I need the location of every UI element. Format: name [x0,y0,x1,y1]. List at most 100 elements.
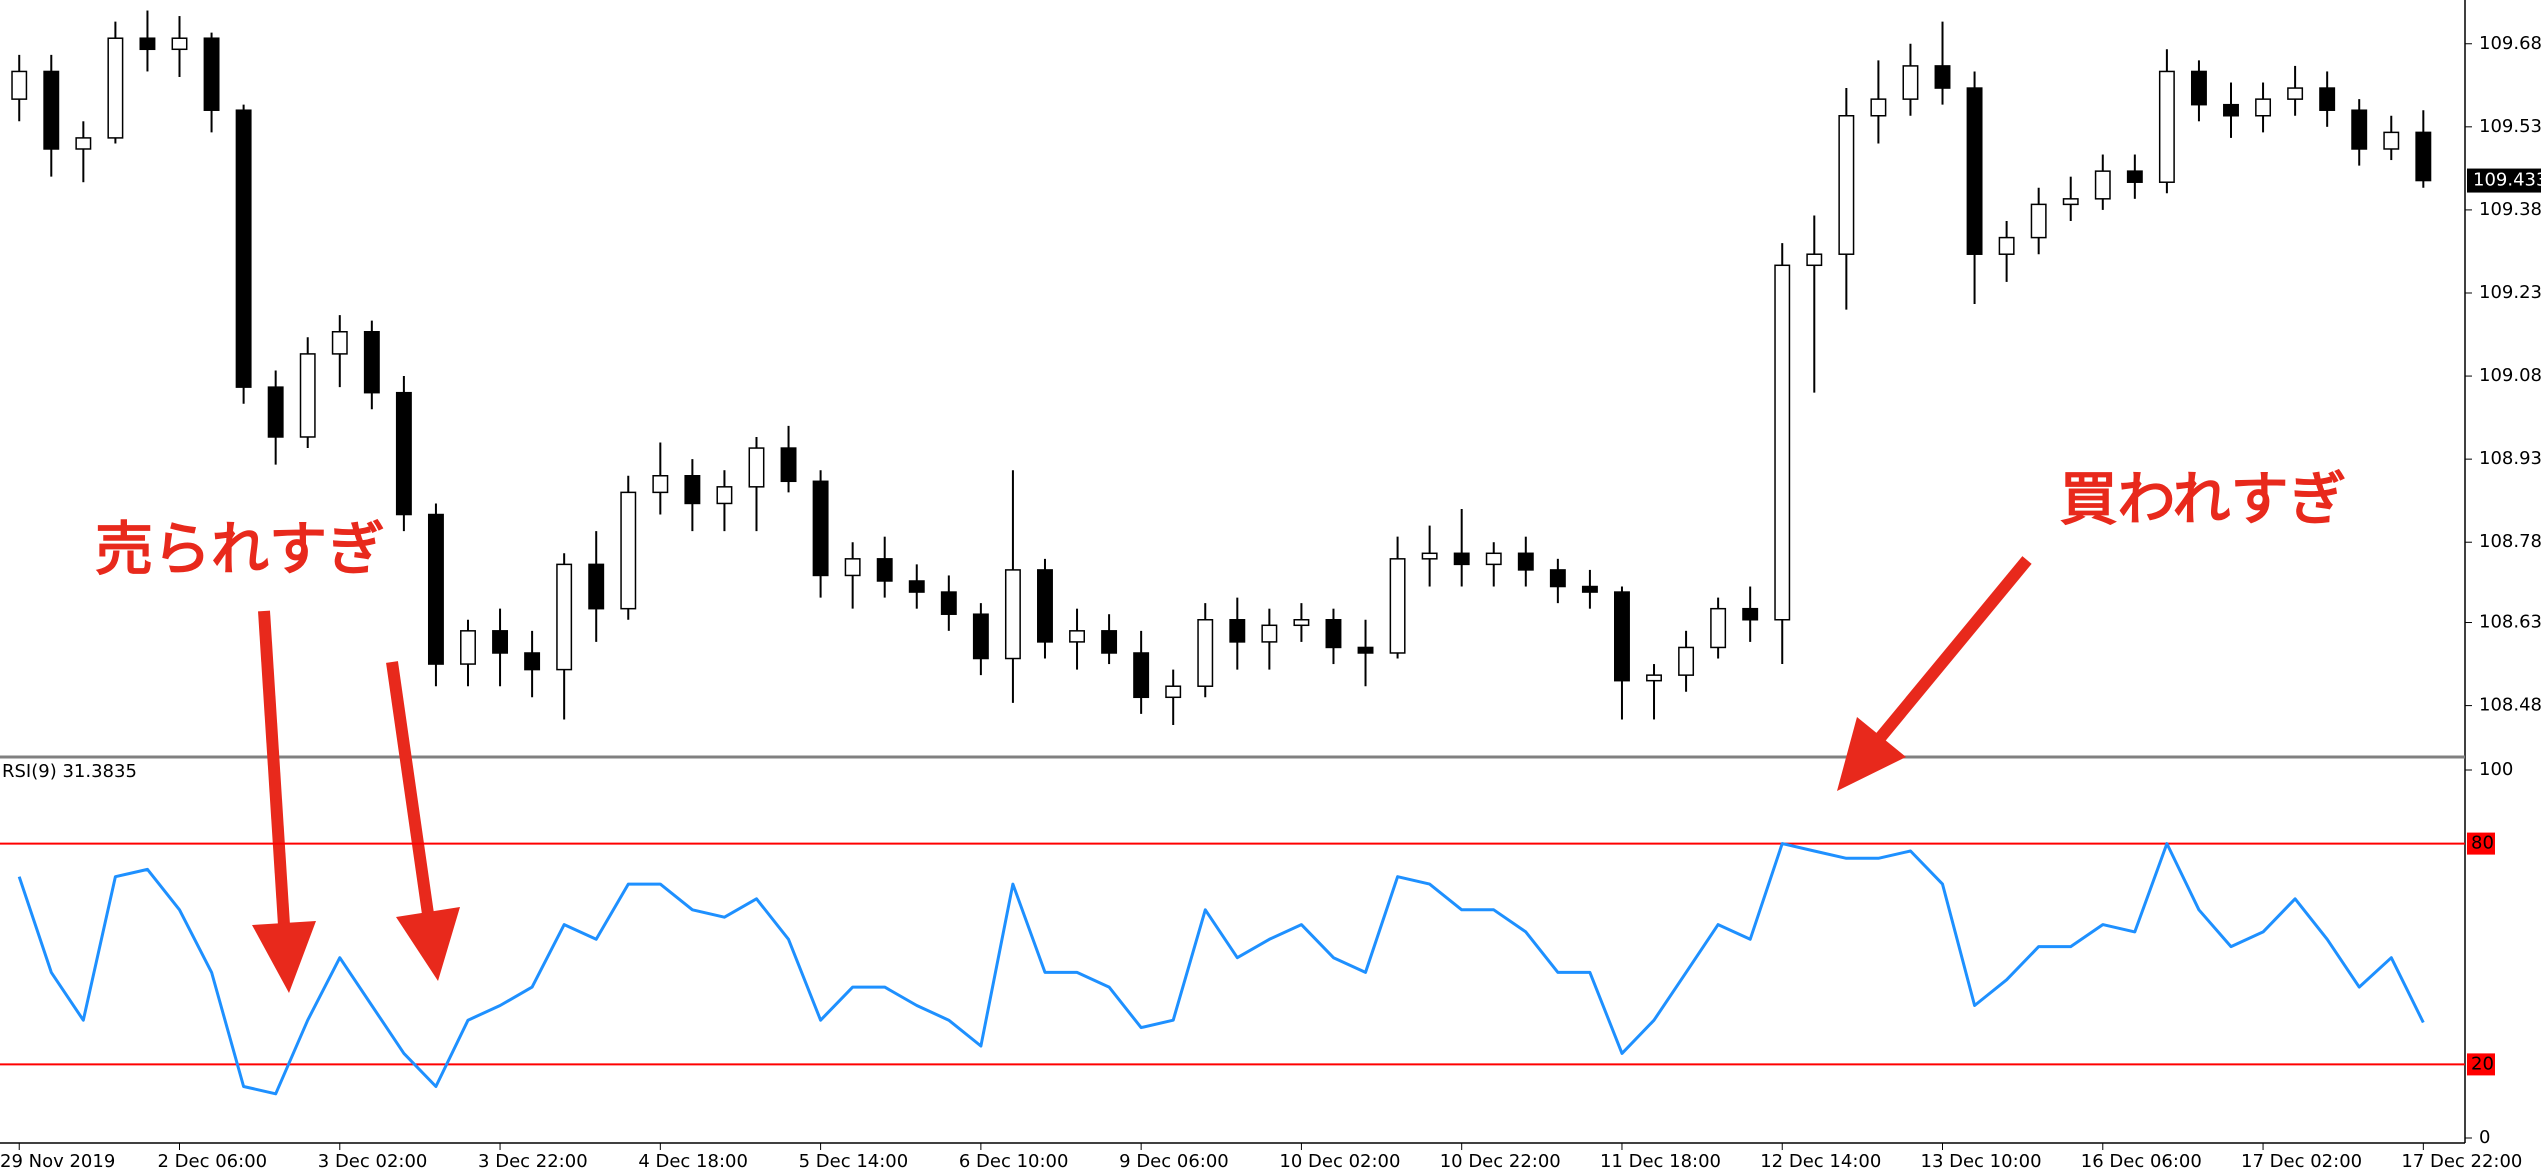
candle-body [2190,70,2207,106]
annotation: 売られすぎ [95,515,385,583]
x-tick-label: 17 Dec 02:00 [2241,1151,2362,1172]
candle-body [588,563,605,610]
candle-body [1774,264,1791,621]
candle-body [1389,558,1406,654]
candle-body [1229,619,1246,643]
candle-body [972,613,989,660]
x-tick-label: 2 Dec 06:00 [158,1151,268,1172]
candle-body [524,652,541,671]
candle-body [684,475,701,505]
x-tick-label: 3 Dec 22:00 [478,1151,588,1172]
candle-body [11,70,28,100]
candle-body [1870,98,1887,117]
level-tag-box [2467,832,2495,855]
candle-body [1614,591,1630,682]
candle-body [1197,619,1214,687]
candle-body [1934,65,1951,89]
candle-body [1101,630,1118,654]
candle-body [1261,624,1278,643]
candle-body [2383,131,2400,150]
x-tick-label: 6 Dec 10:00 [959,1151,1069,1172]
annotation: 買われすぎ [2059,465,2346,533]
candle-body [556,563,573,671]
x-tick-label: 10 Dec 22:00 [1440,1151,1561,1172]
y-tick-label: 100 [2479,759,2513,780]
candle-body [1004,569,1021,660]
x-tick-label: 17 Dec 22:00 [2401,1151,2522,1172]
candle-body [2030,203,2047,239]
arrows [252,556,2032,993]
candle-body [1293,619,1310,627]
candle-body [2287,87,2304,100]
candle-body [748,447,765,488]
arrow [1875,556,2032,742]
candle-body [908,580,925,593]
candle-body [2126,170,2143,183]
candle-body [2351,109,2368,150]
candle-body [1998,236,2015,255]
arrow [386,661,434,915]
x-tick-label: 9 Dec 06:00 [1119,1151,1229,1172]
indicator-title: RSI(9) 31.3835 [2,761,137,782]
candle-body [812,480,829,577]
candle-body [1678,646,1695,676]
candle-body [2319,87,2336,111]
candle-body [1485,552,1502,566]
candle-body [1453,552,1470,566]
candle-body [1646,674,1662,682]
candle-body [107,37,124,139]
candle-body [75,137,92,150]
candle-body [844,558,861,577]
candle-body [1037,569,1053,643]
candle-body [1806,253,1823,267]
candle-body [1357,646,1374,654]
candle-body [620,491,637,610]
candle-body [1966,87,1983,255]
candle-body [299,353,316,438]
candle-body [395,391,412,516]
level-tag-box [2467,1053,2495,1076]
rsi-line [17,842,2425,1096]
candle-body [2223,103,2239,117]
candle-body [139,37,156,51]
candle-body [1902,65,1919,100]
y-tick-label: 108.635 [2479,612,2543,633]
candle-body [876,558,893,582]
y-tick-label: 109.380 [2479,199,2543,220]
x-tick-label: 5 Dec 14:00 [799,1151,909,1172]
x-tick-label: 4 Dec 18:00 [638,1151,748,1172]
candle-body [2158,70,2175,183]
x-tick-label: 13 Dec 10:00 [1921,1151,2042,1172]
arrow-head [1837,717,1906,791]
candle-body [780,447,797,483]
candle-body [2415,131,2432,182]
candle-body [1549,569,1566,588]
candle-body [652,475,669,494]
y-tick-label: 109.530 [2479,116,2543,137]
candle-body [363,331,380,394]
candle-body [1165,685,1182,699]
candle-body [235,109,252,388]
candle-body [2094,170,2111,200]
x-tick-label: 11 Dec 18:00 [1600,1151,1721,1172]
candle-body [331,331,348,355]
y-tick-label: 109.080 [2479,365,2543,386]
arrow-head [252,921,316,993]
candle-body [2255,98,2272,117]
x-tick-label: 29 Nov 2019 [0,1151,115,1172]
arrow [258,610,290,926]
candle-body [1517,552,1534,571]
y-tick-label: 108.485 [2479,695,2543,716]
candle-body [1710,607,1727,649]
candle-body [267,386,284,438]
x-tick-label: 10 Dec 02:00 [1279,1151,1400,1172]
candle-body [1133,652,1150,699]
candle-body [1838,115,1855,255]
level-tag: 80 [2471,833,2494,854]
y-tick-label: 108.780 [2479,531,2543,552]
candle-body [171,37,188,51]
candle-body [1069,630,1085,643]
candle-body [1742,607,1759,621]
